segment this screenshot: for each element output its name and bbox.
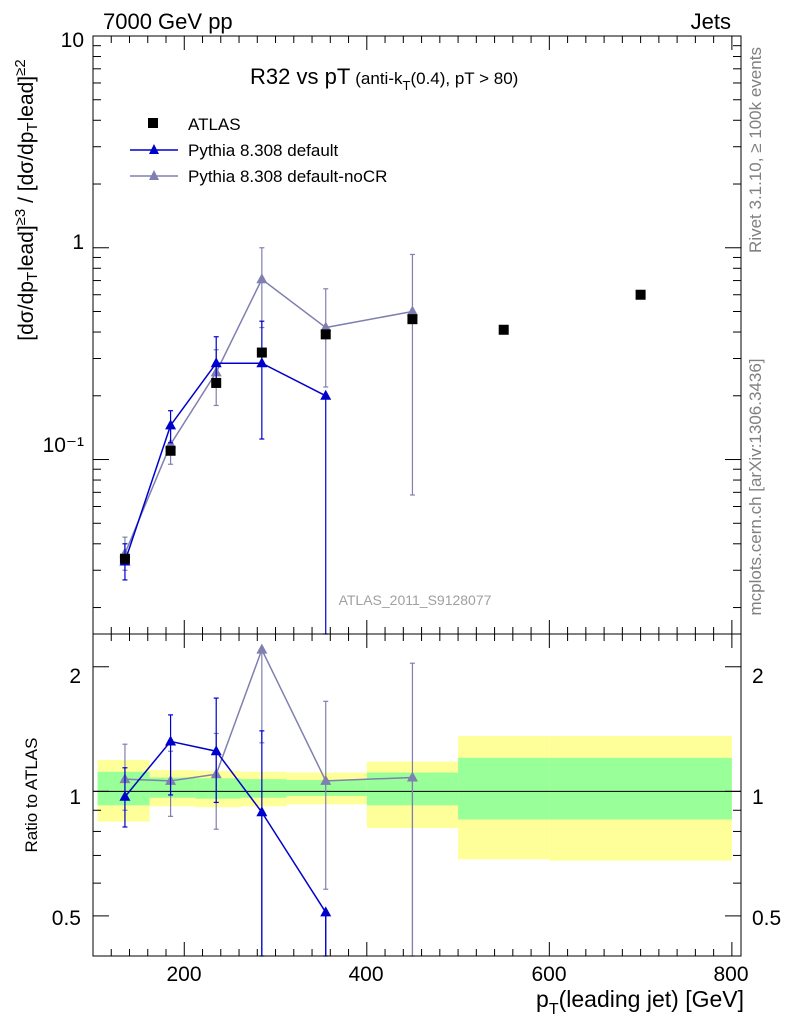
- series-default: [119, 320, 332, 635]
- legend-nocr-label: Pythia 8.308 default-noCR: [188, 167, 387, 186]
- legend-default-marker: [149, 144, 159, 154]
- xtick-label-400: 400: [348, 963, 383, 986]
- series-line: [124, 362, 327, 562]
- xtick-label-800: 800: [713, 963, 748, 986]
- stat-band-inner: [149, 777, 196, 798]
- main-ylabel: [dσ/dpTlead]≥3 / [dσ/dpTlead]≥2: [12, 59, 41, 340]
- ratio-offscale-errors: [261, 777, 414, 956]
- ratio-data-point: [320, 906, 332, 917]
- atlas-data-point: [256, 347, 267, 358]
- ratio-series-line: [124, 740, 327, 913]
- ytick-label-10: 10: [61, 29, 84, 52]
- data-point: [320, 389, 332, 400]
- stat-band-inner: [286, 780, 367, 796]
- header-right-text: Jets: [691, 9, 731, 34]
- ratio-ytick-label-1: 1: [69, 786, 81, 809]
- data-point: [256, 357, 268, 368]
- ratio-ytick-label-0.5: 0.5: [52, 907, 81, 930]
- atlas-data-point: [320, 329, 331, 340]
- series-nocr: [119, 247, 418, 571]
- legend-default-label: Pythia 8.308 default: [188, 141, 339, 160]
- atlas-data-point: [407, 314, 418, 325]
- ratio-data-point: [119, 790, 131, 801]
- ratio-data-series: [119, 643, 418, 957]
- stat-band-inner: [458, 757, 550, 820]
- legend-atlas-marker: [148, 118, 158, 128]
- series-line: [124, 278, 413, 554]
- xtick-label-600: 600: [531, 963, 566, 986]
- header-left-text: 7000 GeV pp: [103, 9, 233, 34]
- main-panel: 10 1 10⁻¹ R32 vs pT (anti-kT(0.4), pT > 8…: [12, 29, 742, 635]
- ratio-ytick-label-right-0.5: 0.5: [752, 907, 781, 930]
- stat-band-inner: [240, 779, 287, 798]
- ratio-data-point: [165, 735, 177, 746]
- ratio-data-point: [256, 643, 268, 654]
- ratio-series-line: [124, 647, 413, 782]
- atlas-data-point: [119, 553, 130, 564]
- atlas-data-point: [498, 324, 509, 335]
- ratio-series-default: [119, 697, 332, 957]
- atlas-data-point: [165, 445, 176, 456]
- mcplots-label: mcplots.cern.ch [arXiv:1306.3436]: [746, 358, 765, 615]
- main-tick-labels: 10 1 10⁻¹: [43, 29, 84, 457]
- analysis-watermark: ATLAS_2011_S9128077: [339, 592, 492, 608]
- legend-nocr-marker: [149, 170, 159, 180]
- ratio-ytick-label-2: 2: [69, 665, 81, 688]
- legend-atlas-label: ATLAS: [188, 115, 241, 134]
- stat-band-inner: [549, 757, 732, 820]
- stat-band-inner: [195, 778, 241, 799]
- atlas-data-point: [635, 289, 646, 300]
- atlas-data-point: [211, 377, 222, 388]
- main-axis-ticks: [92, 35, 741, 634]
- ratio-ytick-label-right-2: 2: [752, 665, 764, 688]
- ratio-ylabel: Ratio to ATLAS: [22, 738, 41, 853]
- xtick-label-200: 200: [166, 963, 201, 986]
- ytick-label-1: 1: [72, 231, 84, 254]
- ratio-data-point: [406, 771, 418, 782]
- rivet-version-label: Rivet 3.1.10, ≥ 100k events: [746, 47, 765, 253]
- ratio-panel: 2 1 0.5 2 1 0.5 200 400 600 800 Ratio to…: [22, 633, 781, 1018]
- data-point: [210, 357, 222, 368]
- ratio-ytick-label-right-1: 1: [752, 786, 764, 809]
- series-atlas: [119, 289, 646, 564]
- ratio-data-point: [256, 806, 268, 817]
- data-point: [406, 305, 418, 316]
- data-point: [165, 419, 177, 430]
- plot-title: R32 vs pT (anti-kT(0.4), pT > 80): [250, 64, 518, 93]
- data-point: [256, 273, 268, 284]
- ratio-data-point: [210, 745, 222, 756]
- legend: ATLAS Pythia 8.308 default Pythia 8.308 …: [130, 115, 387, 186]
- ratio-data-point: [320, 774, 332, 785]
- ratio-panel-frame: [92, 633, 742, 957]
- data-point: [320, 321, 332, 332]
- ratio-uncertainty-bands: [93, 736, 741, 861]
- main-data-series: [119, 247, 646, 635]
- ytick-label-0.1: 10⁻¹: [43, 434, 84, 457]
- xlabel: pT(leading jet) [GeV]: [536, 986, 744, 1018]
